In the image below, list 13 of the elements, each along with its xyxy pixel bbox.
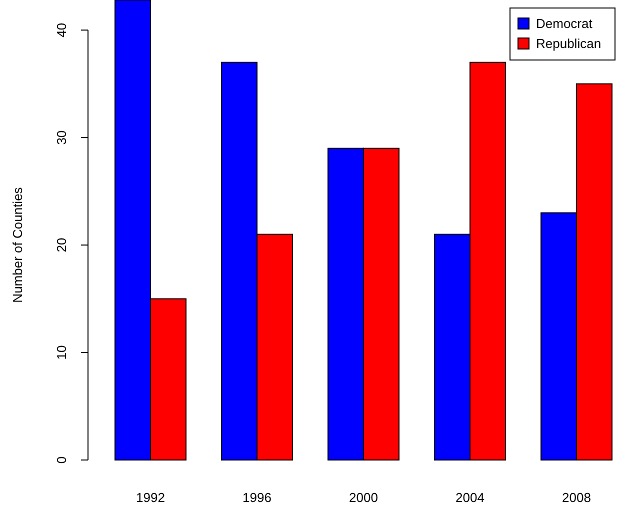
x-tick-label: 1992 bbox=[136, 490, 165, 505]
x-tick-label: 2008 bbox=[562, 490, 591, 505]
y-tick-label: 0 bbox=[54, 456, 69, 464]
y-tick-label: 10 bbox=[54, 345, 69, 360]
y-tick-label: 40 bbox=[54, 22, 69, 38]
y-tick-label: 30 bbox=[54, 130, 69, 145]
y-tick-label: 20 bbox=[54, 238, 69, 252]
x-tick-label: 2004 bbox=[456, 490, 484, 505]
y-axis-title: Number of Counties bbox=[10, 186, 25, 303]
x-tick-label: 2000 bbox=[349, 490, 378, 505]
x-tick-label: 1996 bbox=[242, 490, 272, 505]
legend-label: Republican bbox=[536, 36, 602, 51]
legend-label: Democrat bbox=[536, 16, 593, 31]
